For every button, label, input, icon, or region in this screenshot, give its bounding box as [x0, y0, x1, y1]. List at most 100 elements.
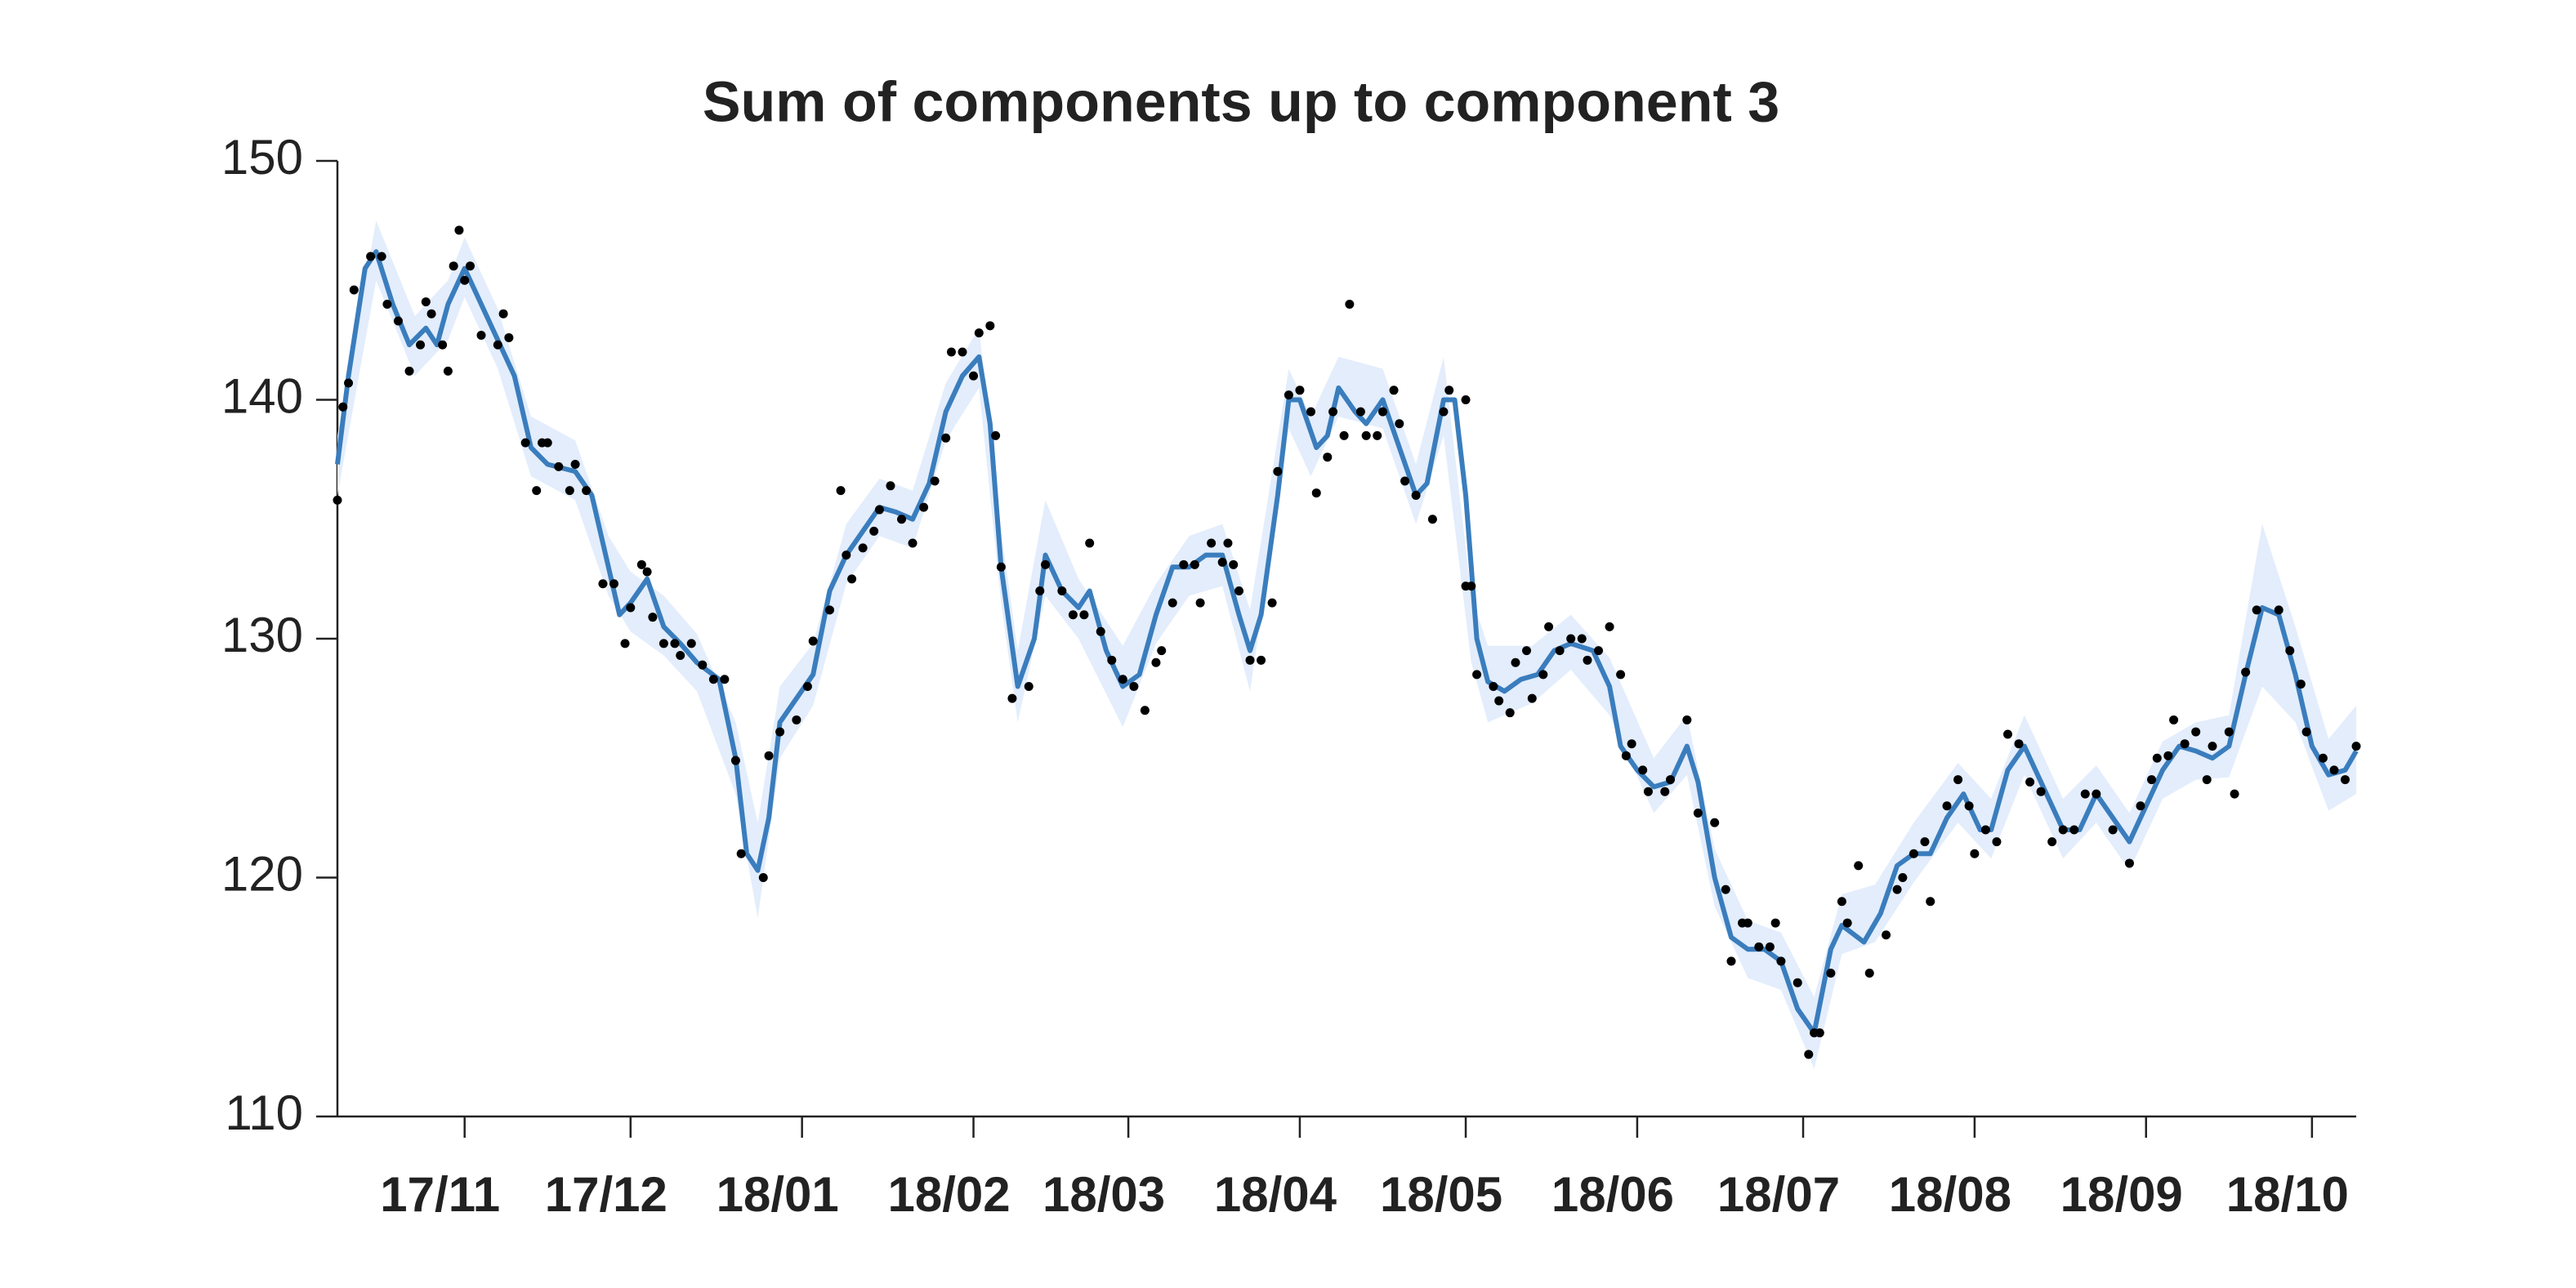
data-point [2208, 742, 2217, 751]
data-point [626, 603, 636, 613]
data-point [1942, 801, 1952, 811]
data-point [1953, 775, 1963, 785]
data-point [1804, 1050, 1814, 1059]
data-point [1837, 897, 1846, 907]
data-point [1427, 515, 1437, 524]
data-point [736, 849, 746, 858]
data-point [1792, 978, 1802, 987]
data-point [1400, 476, 1410, 486]
data-point [764, 751, 774, 760]
data-point [1068, 610, 1078, 620]
data-point [2014, 739, 2024, 749]
data-point [2047, 837, 2057, 847]
data-point [958, 347, 967, 357]
data-point [1157, 646, 1167, 656]
data-point [969, 371, 979, 381]
data-point [974, 328, 984, 338]
data-point [1107, 655, 1117, 665]
data-point [1544, 622, 1554, 631]
data-point [941, 433, 951, 443]
data-point [2274, 605, 2284, 615]
x-tick-label: 18/10 [2226, 1167, 2349, 1222]
data-point [2080, 789, 2090, 799]
data-point [985, 321, 995, 331]
data-point [1190, 559, 1199, 569]
data-point [1583, 655, 1592, 665]
data-point [366, 252, 376, 261]
data-point [897, 515, 907, 524]
data-point [542, 438, 552, 448]
x-tick-label: 18/03 [1042, 1167, 1165, 1222]
data-point [802, 682, 812, 691]
data-point [1467, 582, 1476, 591]
data-point [1522, 646, 1532, 656]
data-point [2025, 778, 2035, 787]
data-point [825, 605, 835, 615]
data-point [2136, 801, 2145, 811]
fit-line [335, 249, 2359, 1036]
data-point [1892, 885, 1902, 894]
data-point [1179, 559, 1189, 569]
x-tick-label: 18/04 [1214, 1167, 1337, 1222]
data-point [1035, 586, 1045, 595]
data-point [670, 639, 680, 648]
data-point [869, 526, 879, 536]
data-point [570, 459, 580, 469]
x-tick-label: 17/12 [545, 1167, 667, 1222]
data-point [565, 486, 574, 496]
data-point [1234, 586, 1243, 595]
data-point [836, 486, 846, 496]
data-point [2058, 825, 2068, 835]
data-point [1217, 557, 1227, 567]
data-point [1129, 682, 1139, 691]
data-point [1842, 918, 1852, 928]
data-point [2147, 775, 2157, 785]
data-point [1096, 626, 1105, 636]
data-point [1140, 706, 1150, 715]
data-point [1195, 598, 1205, 608]
data-point [1118, 675, 1127, 684]
data-point [443, 366, 453, 376]
data-point [2252, 605, 2261, 615]
data-point [698, 660, 708, 670]
data-point [775, 727, 785, 737]
x-tick-label: 18/09 [2060, 1167, 2183, 1222]
data-point [1770, 918, 1780, 928]
x-tick-label: 18/07 [1717, 1167, 1840, 1222]
data-point [1970, 849, 1980, 858]
data-point [946, 347, 956, 357]
data-point [659, 639, 668, 648]
data-point [1920, 837, 1930, 847]
data-point [1682, 715, 1692, 724]
x-tick-label: 18/01 [717, 1167, 839, 1222]
data-point [1311, 488, 1321, 498]
data-point [2124, 858, 2134, 868]
data-point [1339, 430, 1349, 440]
data-point [449, 261, 458, 271]
data-point [1323, 452, 1333, 462]
data-point [1726, 956, 1736, 966]
data-point [1395, 419, 1404, 429]
data-point [730, 755, 740, 765]
data-point [996, 562, 1006, 572]
data-point [2108, 825, 2118, 835]
data-point [344, 378, 354, 388]
data-point [847, 574, 857, 584]
data-point [1555, 646, 1565, 656]
data-point [1527, 693, 1537, 703]
data-point [1638, 765, 1648, 775]
data-point [1511, 657, 1520, 667]
data-point [1980, 825, 1990, 835]
data-point [886, 481, 895, 491]
data-point [1854, 861, 1864, 871]
data-point [1643, 787, 1653, 796]
data-point [1439, 407, 1449, 417]
data-point [1621, 751, 1631, 760]
data-point [1328, 407, 1338, 417]
data-point [2329, 765, 2339, 775]
data-point [1864, 969, 1874, 978]
data-point [1024, 682, 1034, 691]
data-point [426, 309, 436, 319]
